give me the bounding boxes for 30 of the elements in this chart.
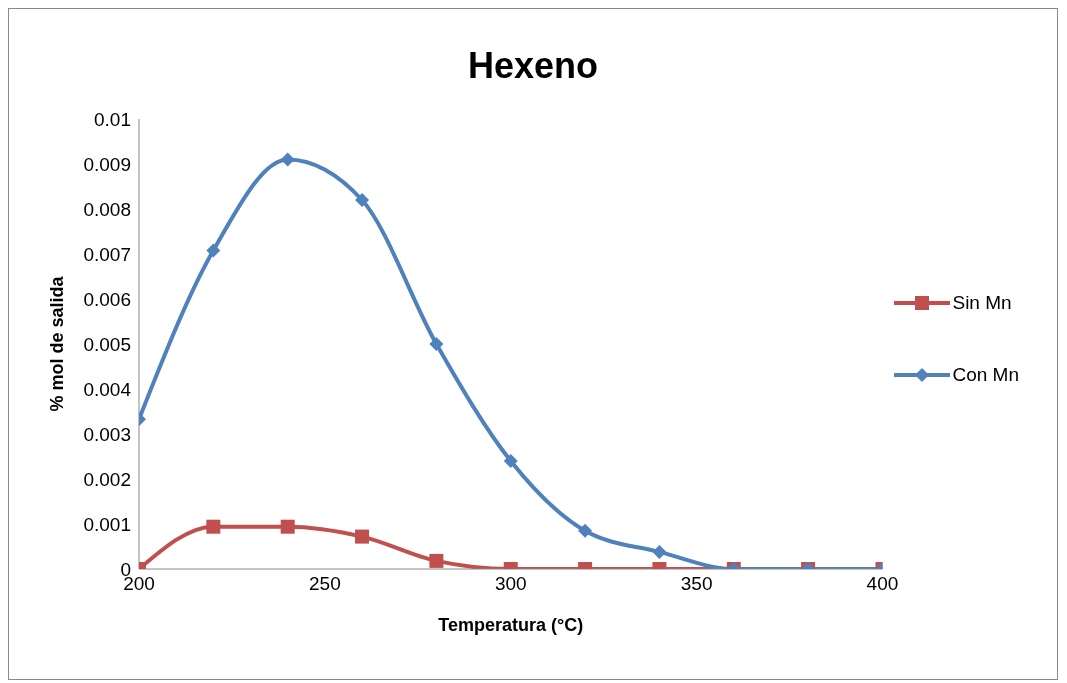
y-tick-label: 0.005 — [83, 333, 131, 355]
x-tick-label: 250 — [309, 573, 341, 595]
y-tick-label: 0.006 — [83, 288, 131, 310]
y-tick-label: 0.01 — [94, 108, 131, 130]
y-axis-title: % mol de salida — [47, 275, 68, 412]
y-tick-label: 0.007 — [83, 243, 131, 265]
point — [355, 529, 370, 544]
y-tick-label: 0.003 — [83, 423, 131, 445]
point — [429, 553, 444, 568]
point — [503, 454, 518, 468]
point — [280, 519, 295, 534]
y-tick-label: 0.002 — [83, 468, 131, 490]
x-tick-label: 300 — [494, 573, 527, 595]
x-axis-title: Temperatura (°C) — [438, 615, 584, 635]
point — [206, 519, 221, 534]
x-tick-label: 400 — [866, 573, 899, 595]
legend-label: Con Mn — [952, 364, 1019, 386]
point — [206, 243, 221, 258]
point — [578, 523, 593, 538]
point — [355, 193, 370, 207]
y-tick-label: 0.001 — [83, 513, 131, 535]
legend-label: Sin Mn — [952, 292, 1012, 314]
point — [280, 152, 295, 167]
chart-title: Hexeno — [466, 45, 599, 87]
y-tick-label: 0.008 — [83, 198, 131, 220]
y-tick-label: 0.009 — [83, 153, 131, 175]
point — [652, 544, 667, 559]
point — [429, 337, 444, 351]
x-tick-label: 350 — [680, 573, 713, 595]
y-tick-label: 0.004 — [83, 378, 132, 400]
